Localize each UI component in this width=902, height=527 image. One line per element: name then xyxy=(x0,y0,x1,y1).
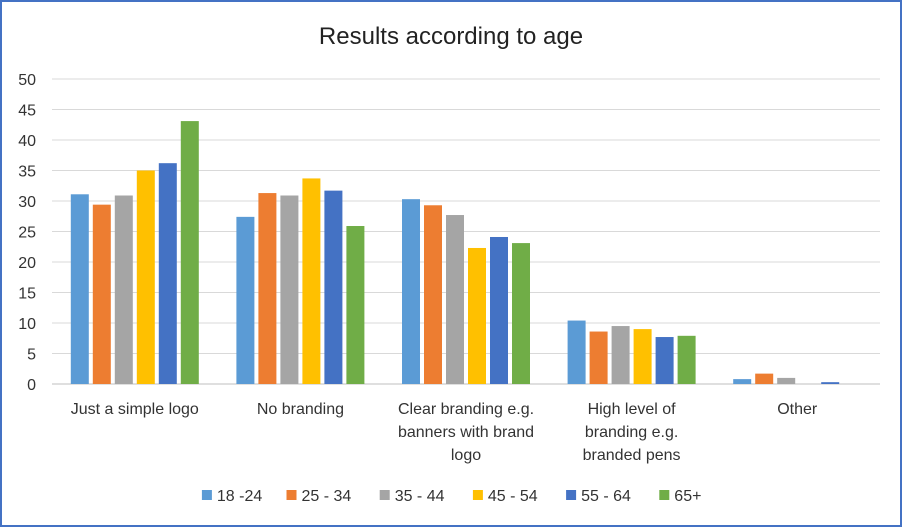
y-axis-ticks: 0 5 10 15 20 25 30 35 40 45 50 xyxy=(18,72,36,394)
bar xyxy=(677,335,696,384)
legend-item: 45 - 54 xyxy=(472,488,538,505)
y-tick-label: 0 xyxy=(27,377,36,394)
bar xyxy=(733,379,752,384)
bar xyxy=(611,326,630,384)
bar xyxy=(446,215,464,384)
y-tick-label: 25 xyxy=(18,225,36,242)
y-tick-label: 5 xyxy=(27,347,36,364)
y-tick-label: 20 xyxy=(18,255,36,272)
legend-swatch xyxy=(379,490,390,500)
bar xyxy=(755,373,774,384)
legend-label: 45 - 54 xyxy=(488,488,538,505)
legend-swatch xyxy=(659,490,670,500)
x-tick-label: No branding xyxy=(257,401,344,418)
legend-label: 65+ xyxy=(674,488,701,505)
legend-swatch xyxy=(201,490,212,500)
bar xyxy=(114,195,133,384)
legend-item: 65+ xyxy=(659,488,701,505)
bar xyxy=(567,320,586,384)
bar xyxy=(777,377,796,384)
legend-item: 18 -24 xyxy=(201,488,262,505)
legend-item: 35 - 44 xyxy=(379,488,445,505)
bars xyxy=(70,121,840,384)
x-axis-labels: Just a simple logo No branding Clear brand… xyxy=(71,401,818,464)
legend-label: 18 -24 xyxy=(217,488,262,505)
legend-item: 55 - 64 xyxy=(566,488,631,505)
x-tick-label: High level of xyxy=(588,401,677,418)
legend-label: 55 - 64 xyxy=(581,488,631,505)
bar xyxy=(512,243,530,384)
bar xyxy=(424,205,442,384)
bar xyxy=(468,247,486,384)
legend-label: 25 - 34 xyxy=(302,488,352,505)
y-tick-label: 30 xyxy=(18,194,36,211)
bar xyxy=(92,204,111,384)
bar xyxy=(280,195,299,384)
y-tick-label: 15 xyxy=(18,286,36,303)
bar xyxy=(180,121,199,384)
y-tick-label: 35 xyxy=(18,164,36,181)
x-tick-label: branding e.g. xyxy=(585,424,678,441)
bar xyxy=(136,170,155,384)
bar xyxy=(655,337,674,384)
chart-title: Results according to age xyxy=(319,23,583,50)
bar xyxy=(633,329,652,384)
bar xyxy=(346,226,365,384)
bar xyxy=(258,193,277,384)
bar xyxy=(236,216,255,384)
bar xyxy=(324,190,343,384)
legend-swatch xyxy=(286,490,297,500)
bar xyxy=(821,382,840,384)
bar xyxy=(490,236,508,384)
x-tick-label: Other xyxy=(777,401,818,418)
bar xyxy=(589,331,608,384)
x-tick-label: logo xyxy=(451,447,481,464)
legend-swatch xyxy=(566,490,577,500)
x-tick-label: branded pens xyxy=(583,447,681,464)
legend: 18 -24 25 - 34 35 - 44 45 - 54 55 - 64 65+ xyxy=(201,488,701,505)
x-tick-label: banners with brand xyxy=(398,424,534,441)
y-tick-label: 40 xyxy=(18,133,36,150)
y-tick-label: 10 xyxy=(18,316,36,333)
bar xyxy=(402,199,420,384)
legend-swatch xyxy=(472,490,483,500)
y-tick-label: 50 xyxy=(18,72,36,89)
legend-item: 25 - 34 xyxy=(286,488,352,505)
bar xyxy=(302,178,321,384)
bar xyxy=(158,163,177,384)
legend-label: 35 - 44 xyxy=(395,488,445,505)
y-tick-label: 45 xyxy=(18,103,36,120)
bar xyxy=(70,194,89,384)
x-tick-label: Clear branding e.g. xyxy=(398,401,534,418)
x-tick-label: Just a simple logo xyxy=(71,401,199,418)
